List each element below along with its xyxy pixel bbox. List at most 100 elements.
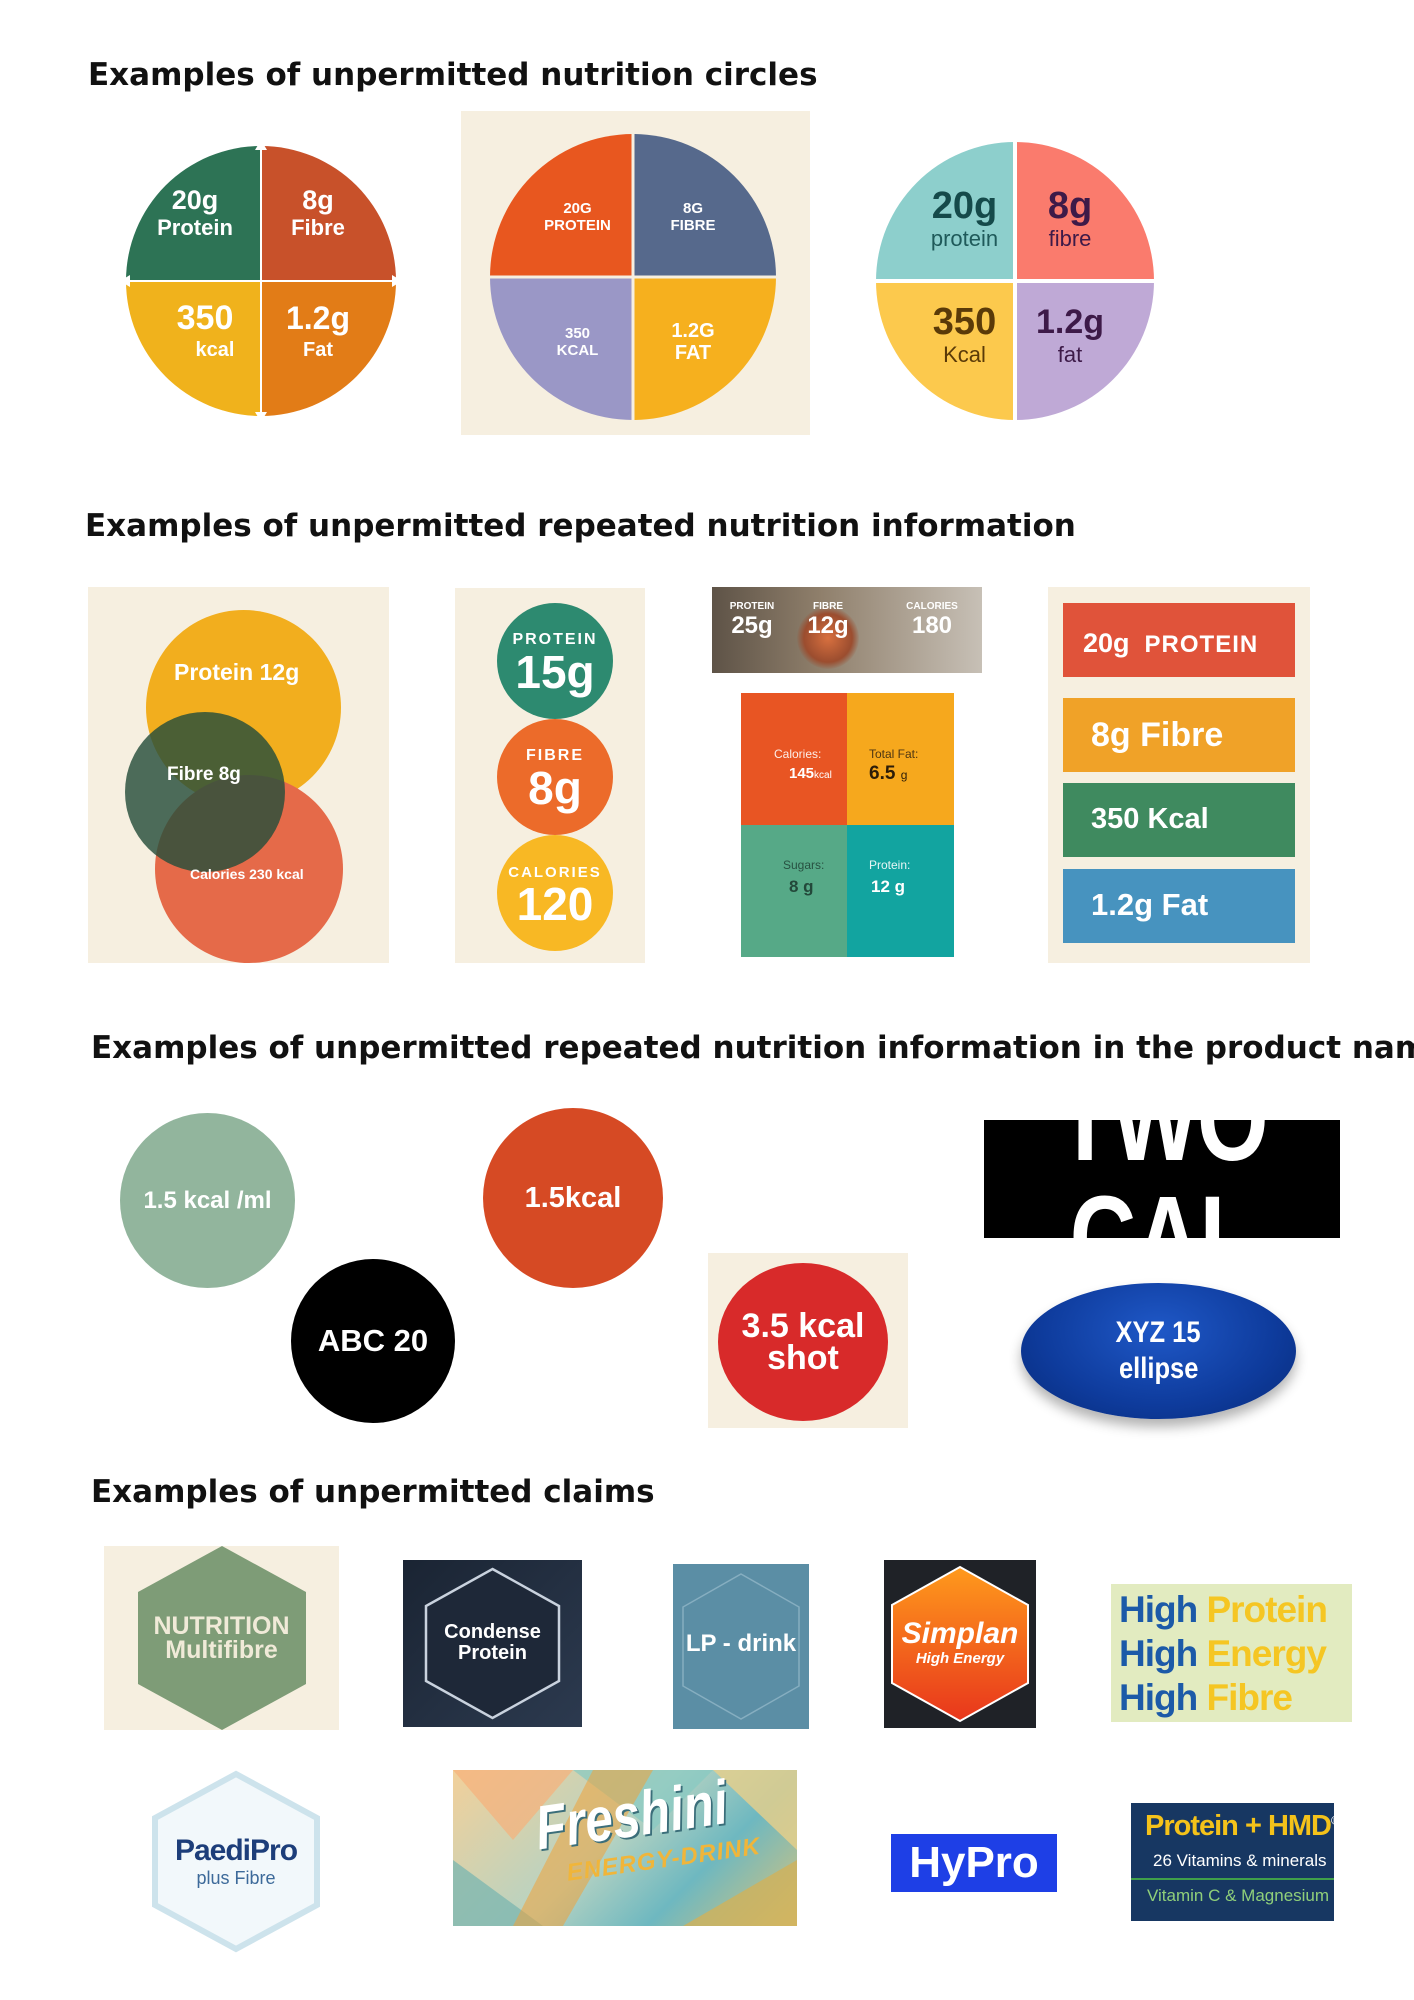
subline: High Energy: [915, 1650, 1005, 1667]
claim5-line1: High Protein: [1119, 1588, 1328, 1632]
label: PROTEIN: [544, 217, 611, 234]
line2: shot: [767, 1339, 839, 1377]
grid-calories: Calories: 145kcal: [741, 693, 847, 825]
value: 350: [564, 325, 591, 342]
claim5-line2: High Energy: [1119, 1632, 1327, 1676]
hexagon-faint: [682, 1573, 800, 1720]
name-xyz15-ellipse: XYZ 15 ellipse: [1021, 1283, 1296, 1419]
divider: [1131, 1878, 1334, 1880]
number: 6.5: [869, 763, 896, 784]
value: 8 g: [789, 877, 814, 896]
label: CALORIES: [906, 601, 958, 612]
grid-sugars: Sugars: 8 g: [741, 825, 847, 957]
hexagon-outline: [424, 1567, 561, 1720]
nutrient: Protein: [1206, 1589, 1327, 1630]
label: PROTEIN: [1144, 631, 1259, 658]
bar-kcal: 350 Kcal: [1063, 783, 1295, 857]
word: High: [1119, 1677, 1198, 1718]
value: 12 g: [871, 877, 906, 896]
strip-calories: CALORIES 180: [892, 601, 972, 640]
label: kcal: [195, 339, 235, 361]
label: CALORIES: [508, 863, 602, 881]
claim9-title: Protein + HMD®: [1145, 1810, 1340, 1843]
venn-circle-fibre: [125, 712, 285, 872]
unit: kcal: [814, 770, 832, 781]
nutrient: Fibre: [1206, 1677, 1292, 1718]
nutrient: Energy: [1206, 1633, 1326, 1674]
nutrition-strip: PROTEIN 25g FIBRE 12g CALORIES 180: [712, 587, 982, 673]
name-circle-3-5kcal-shot: 3.5 kcal shot: [718, 1263, 888, 1421]
badge-fibre: FIBRE 8g: [497, 719, 613, 835]
nutrition-circle-1: [120, 140, 402, 422]
value: 1.2g: [1035, 303, 1105, 341]
grid-fat: Total Fat: 6.5 g: [847, 693, 954, 825]
value: 20g: [931, 185, 998, 227]
venn-fibre-label: Fibre 8g: [167, 764, 241, 785]
name-two-cal: TWO CAL: [984, 1061, 1340, 1297]
registered-mark: ®: [1331, 1813, 1340, 1828]
claim-freshini: Freshini ENERGY-DRINK: [453, 1770, 797, 1926]
line3: Vitamin C & Magnesium: [1147, 1886, 1330, 1905]
circle2-fibre: 8G FIBRE: [648, 200, 738, 234]
label: Protein:: [869, 858, 911, 872]
label: fat: [1057, 342, 1083, 367]
circle3-fibre: 8g fibre: [1020, 186, 1120, 252]
claim-nutrition-multifibre: NUTRITION Multifibre: [104, 1546, 339, 1730]
label: Calories:: [774, 747, 822, 761]
value: 8G: [682, 200, 703, 217]
circle1-fibre: 8g Fibre: [268, 186, 368, 242]
label: 8g Fibre: [1091, 716, 1224, 754]
value: 1.2g: [285, 300, 351, 336]
value: 12g: [807, 612, 849, 639]
section-heading-repeated: Examples of unpermitted repeated nutriti…: [85, 508, 1076, 544]
geometric-background: [453, 1770, 797, 1926]
section-heading-circles: Examples of unpermitted nutrition circle…: [88, 57, 818, 93]
value: 180: [911, 612, 953, 639]
label: Total Fat:: [869, 747, 919, 761]
bar-fibre: 8g Fibre: [1063, 698, 1295, 772]
label: Fat: [303, 339, 333, 361]
claim-paedipro: PaediPro plus Fibre: [151, 1834, 321, 1889]
venn-panel: Protein 12g Fibre 8g Calories 230 kcal: [88, 587, 389, 963]
word: High: [1119, 1589, 1198, 1630]
value: 1.2G: [671, 320, 715, 342]
circle1-protein: 20g Protein: [140, 186, 250, 242]
hexagon-gradient: [891, 1565, 1029, 1723]
name-circle-abc20: ABC 20: [291, 1259, 455, 1423]
line2: ellipse: [1118, 1352, 1199, 1385]
claim-protein-hmd: Protein + HMD® 26 Vitamins & minerals Vi…: [1131, 1803, 1340, 1921]
label: protein: [930, 226, 999, 251]
value: 350: [176, 299, 234, 337]
grid-protein: Protein: 12 g: [847, 825, 954, 957]
value: 20g: [171, 185, 219, 215]
value: 8g: [528, 762, 582, 814]
hexagon-shape: [138, 1546, 306, 1730]
value: 145kcal: [789, 765, 832, 782]
label: 1.2g Fat: [1091, 887, 1209, 922]
claim5-line3: High Fibre: [1119, 1676, 1293, 1720]
label: PROTEIN: [729, 601, 775, 612]
value: 120: [516, 877, 594, 930]
name-circle-1-5kcal-ml: 1.5 kcal /ml: [120, 1113, 295, 1288]
label: Kcal: [943, 342, 986, 367]
circle2-kcal: 350 KCAL: [530, 325, 625, 359]
label: TWO CAL: [1056, 1054, 1269, 1304]
shot-panel: 3.5 kcal shot: [708, 1253, 908, 1428]
circle1-kcal: 350 kcal: [150, 299, 260, 366]
value: 6.5 g: [869, 763, 907, 785]
claim4-text: Simplan High Energy: [884, 1618, 1036, 1668]
circle3-fat: 1.2g fat: [1020, 302, 1120, 368]
claim1-text: NUTRITION Multifibre: [104, 1614, 339, 1663]
nutrition-circle-2: [490, 134, 776, 420]
value: 20g: [1083, 628, 1130, 658]
strip-fibre: FIBRE 12g: [788, 601, 868, 640]
circle3-protein: 20g protein: [912, 186, 1017, 252]
badge-calories: CALORIES 120: [497, 835, 613, 951]
line2: 26 Vitamins & minerals: [1153, 1851, 1327, 1870]
label: FIBRE: [526, 747, 584, 764]
label: LP - drink: [685, 1630, 797, 1657]
unit: g: [900, 768, 908, 782]
claim2-text: Condense Protein: [403, 1622, 582, 1664]
label: fibre: [1048, 226, 1092, 251]
bars-panel: 20g PROTEIN 8g Fibre 350 Kcal 1.2g Fat: [1048, 587, 1310, 963]
